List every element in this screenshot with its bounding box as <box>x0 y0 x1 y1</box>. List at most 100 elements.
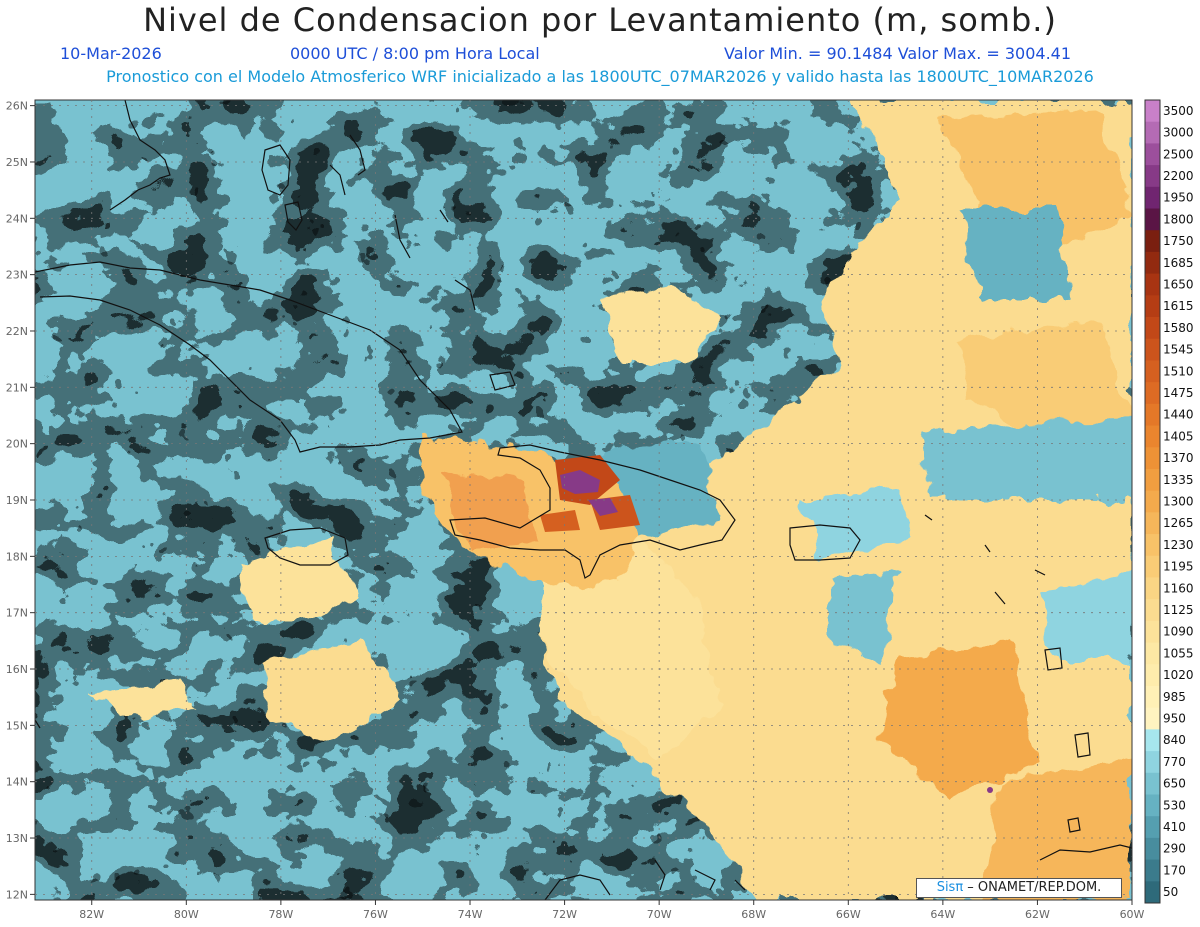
lat-label: 22N <box>6 325 28 338</box>
colorbar-swatch <box>1145 685 1160 709</box>
colorbar-label: 2500 <box>1163 147 1194 161</box>
colorbar-label: 1685 <box>1163 256 1194 270</box>
lat-label: 25N <box>6 156 28 169</box>
lat-label: 15N <box>6 719 28 732</box>
colorbar-label: 50 <box>1163 885 1178 899</box>
colorbar-swatch <box>1145 143 1160 166</box>
colorbar-swatch <box>1145 121 1160 144</box>
lon-label: 64W <box>930 908 955 921</box>
sispi-logo: Sisπ <box>936 880 964 895</box>
valid-date: 10-Mar-2026 <box>60 44 162 63</box>
colorbar-label: 1195 <box>1163 560 1194 574</box>
colorbar-label: 1440 <box>1163 408 1194 422</box>
colorbar-label: 770 <box>1163 755 1186 769</box>
colorbar-label: 290 <box>1163 842 1186 856</box>
colorbar-swatch <box>1145 338 1160 361</box>
colorbar-label: 1510 <box>1163 364 1194 378</box>
colorbar-swatch <box>1145 468 1160 492</box>
colorbar: 3500 3000 2500 2200 1950 1800 1750 1685 1650 1615… <box>1144 99 1194 904</box>
lat-label: 23N <box>6 269 28 282</box>
hot-spots <box>540 455 993 793</box>
lon-label: 74W <box>458 908 483 921</box>
colorbar-swatch <box>1145 751 1160 774</box>
lat-label: 17N <box>6 607 28 620</box>
colorbar-swatch <box>1145 295 1160 318</box>
colorbar-label: 950 <box>1163 712 1186 726</box>
colorbar-swatch <box>1145 729 1160 752</box>
colorbar-swatch <box>1145 816 1160 839</box>
colorbar-swatch <box>1145 251 1160 275</box>
lon-label: 80W <box>174 908 199 921</box>
colorbar-swatch <box>1145 360 1160 383</box>
colorbar-label: 985 <box>1163 690 1186 704</box>
colorbar-swatch <box>1145 208 1160 231</box>
lon-label: 60W <box>1120 908 1145 921</box>
colorbar-swatch <box>1145 772 1160 795</box>
credit-org: – ONAMET/REP.DOM. <box>963 880 1102 895</box>
lon-label: 70W <box>647 908 672 921</box>
colorbar-swatch <box>1145 555 1160 578</box>
longitude-axis: 82W 80W 78W 76W 74W 72W 70W 68W 66W 64W 62W 60W <box>79 900 1145 921</box>
forecast-info: Pronostico con el Modelo Atmosferico WRF… <box>106 67 1094 86</box>
colorbar-label: 1405 <box>1163 429 1194 443</box>
graticule <box>35 100 1132 900</box>
lon-label: 68W <box>741 908 766 921</box>
colorbar-label: 1475 <box>1163 386 1194 400</box>
cool-pockets <box>600 210 1132 660</box>
colorbar-label: 1950 <box>1163 191 1194 205</box>
colorbar-swatch <box>1145 577 1160 600</box>
colorbar-label: 1020 <box>1163 668 1194 682</box>
lat-label: 21N <box>6 381 28 394</box>
map-title: Nivel de Condensacion por Levantamiento … <box>143 1 1057 39</box>
colorbar-swatch <box>1145 599 1160 622</box>
colorbar-label: 1750 <box>1163 234 1194 248</box>
colorbar-swatch <box>1145 512 1160 535</box>
colorbar-frame <box>1144 99 1161 904</box>
colorbar-label: 3000 <box>1163 126 1194 140</box>
lat-label: 12N <box>6 888 28 901</box>
colorbar-swatch <box>1145 642 1160 665</box>
lcl-field <box>35 100 1132 900</box>
colorbar-swatch <box>1145 620 1160 644</box>
colorbar-swatch <box>1145 425 1160 448</box>
colorbar-label: 1335 <box>1163 473 1194 487</box>
colorbar-label: 1800 <box>1163 212 1194 226</box>
lon-label: 62W <box>1025 908 1050 921</box>
colorbar-label: 3500 <box>1163 104 1194 118</box>
colorbar-swatch <box>1145 490 1160 513</box>
colorbar-label: 1055 <box>1163 646 1194 660</box>
lat-label: 16N <box>6 663 28 676</box>
colorbar-label: 170 <box>1163 863 1186 877</box>
colorbar-swatch <box>1145 273 1160 296</box>
lat-label: 20N <box>6 438 28 451</box>
colorbar-label: 1265 <box>1163 516 1194 530</box>
colorbar-swatch <box>1145 881 1160 904</box>
colorbar-swatch <box>1145 382 1160 405</box>
lat-label: 14N <box>6 776 28 789</box>
colorbar-label: 410 <box>1163 820 1186 834</box>
lat-label: 19N <box>6 494 28 507</box>
colorbar-label: 1160 <box>1163 581 1194 595</box>
colorbar-swatch <box>1145 186 1160 210</box>
colorbar-swatch <box>1145 317 1160 340</box>
colorbar-label: 1370 <box>1163 451 1194 465</box>
lat-label: 24N <box>6 212 28 225</box>
valid-time: 0000 UTC / 8:00 pm Hora Local <box>290 44 540 63</box>
colorbar-label: 1545 <box>1163 343 1194 357</box>
colorbar-label: 1300 <box>1163 495 1194 509</box>
colorbar-swatch <box>1145 230 1160 253</box>
credit-box: Sisπ – ONAMET/REP.DOM. <box>916 878 1122 898</box>
colorbar-swatch <box>1145 100 1160 123</box>
colorbar-swatch <box>1145 664 1160 687</box>
latitude-axis: 26N 25N 24N 23N 22N 21N 20N 19N 18N 17N 16N 15N 14N 1… <box>6 100 35 901</box>
colorbar-label: 1125 <box>1163 603 1194 617</box>
colorbar-swatch <box>1145 837 1160 861</box>
colorbar-label: 1090 <box>1163 625 1194 639</box>
colorbar-swatch <box>1145 403 1160 427</box>
colorbar-label: 2200 <box>1163 169 1194 183</box>
colorbar-label: 1615 <box>1163 299 1194 313</box>
lon-label: 82W <box>79 908 104 921</box>
colorbar-label: 1230 <box>1163 538 1194 552</box>
colorbar-swatch <box>1145 707 1160 730</box>
lon-label: 78W <box>268 908 293 921</box>
